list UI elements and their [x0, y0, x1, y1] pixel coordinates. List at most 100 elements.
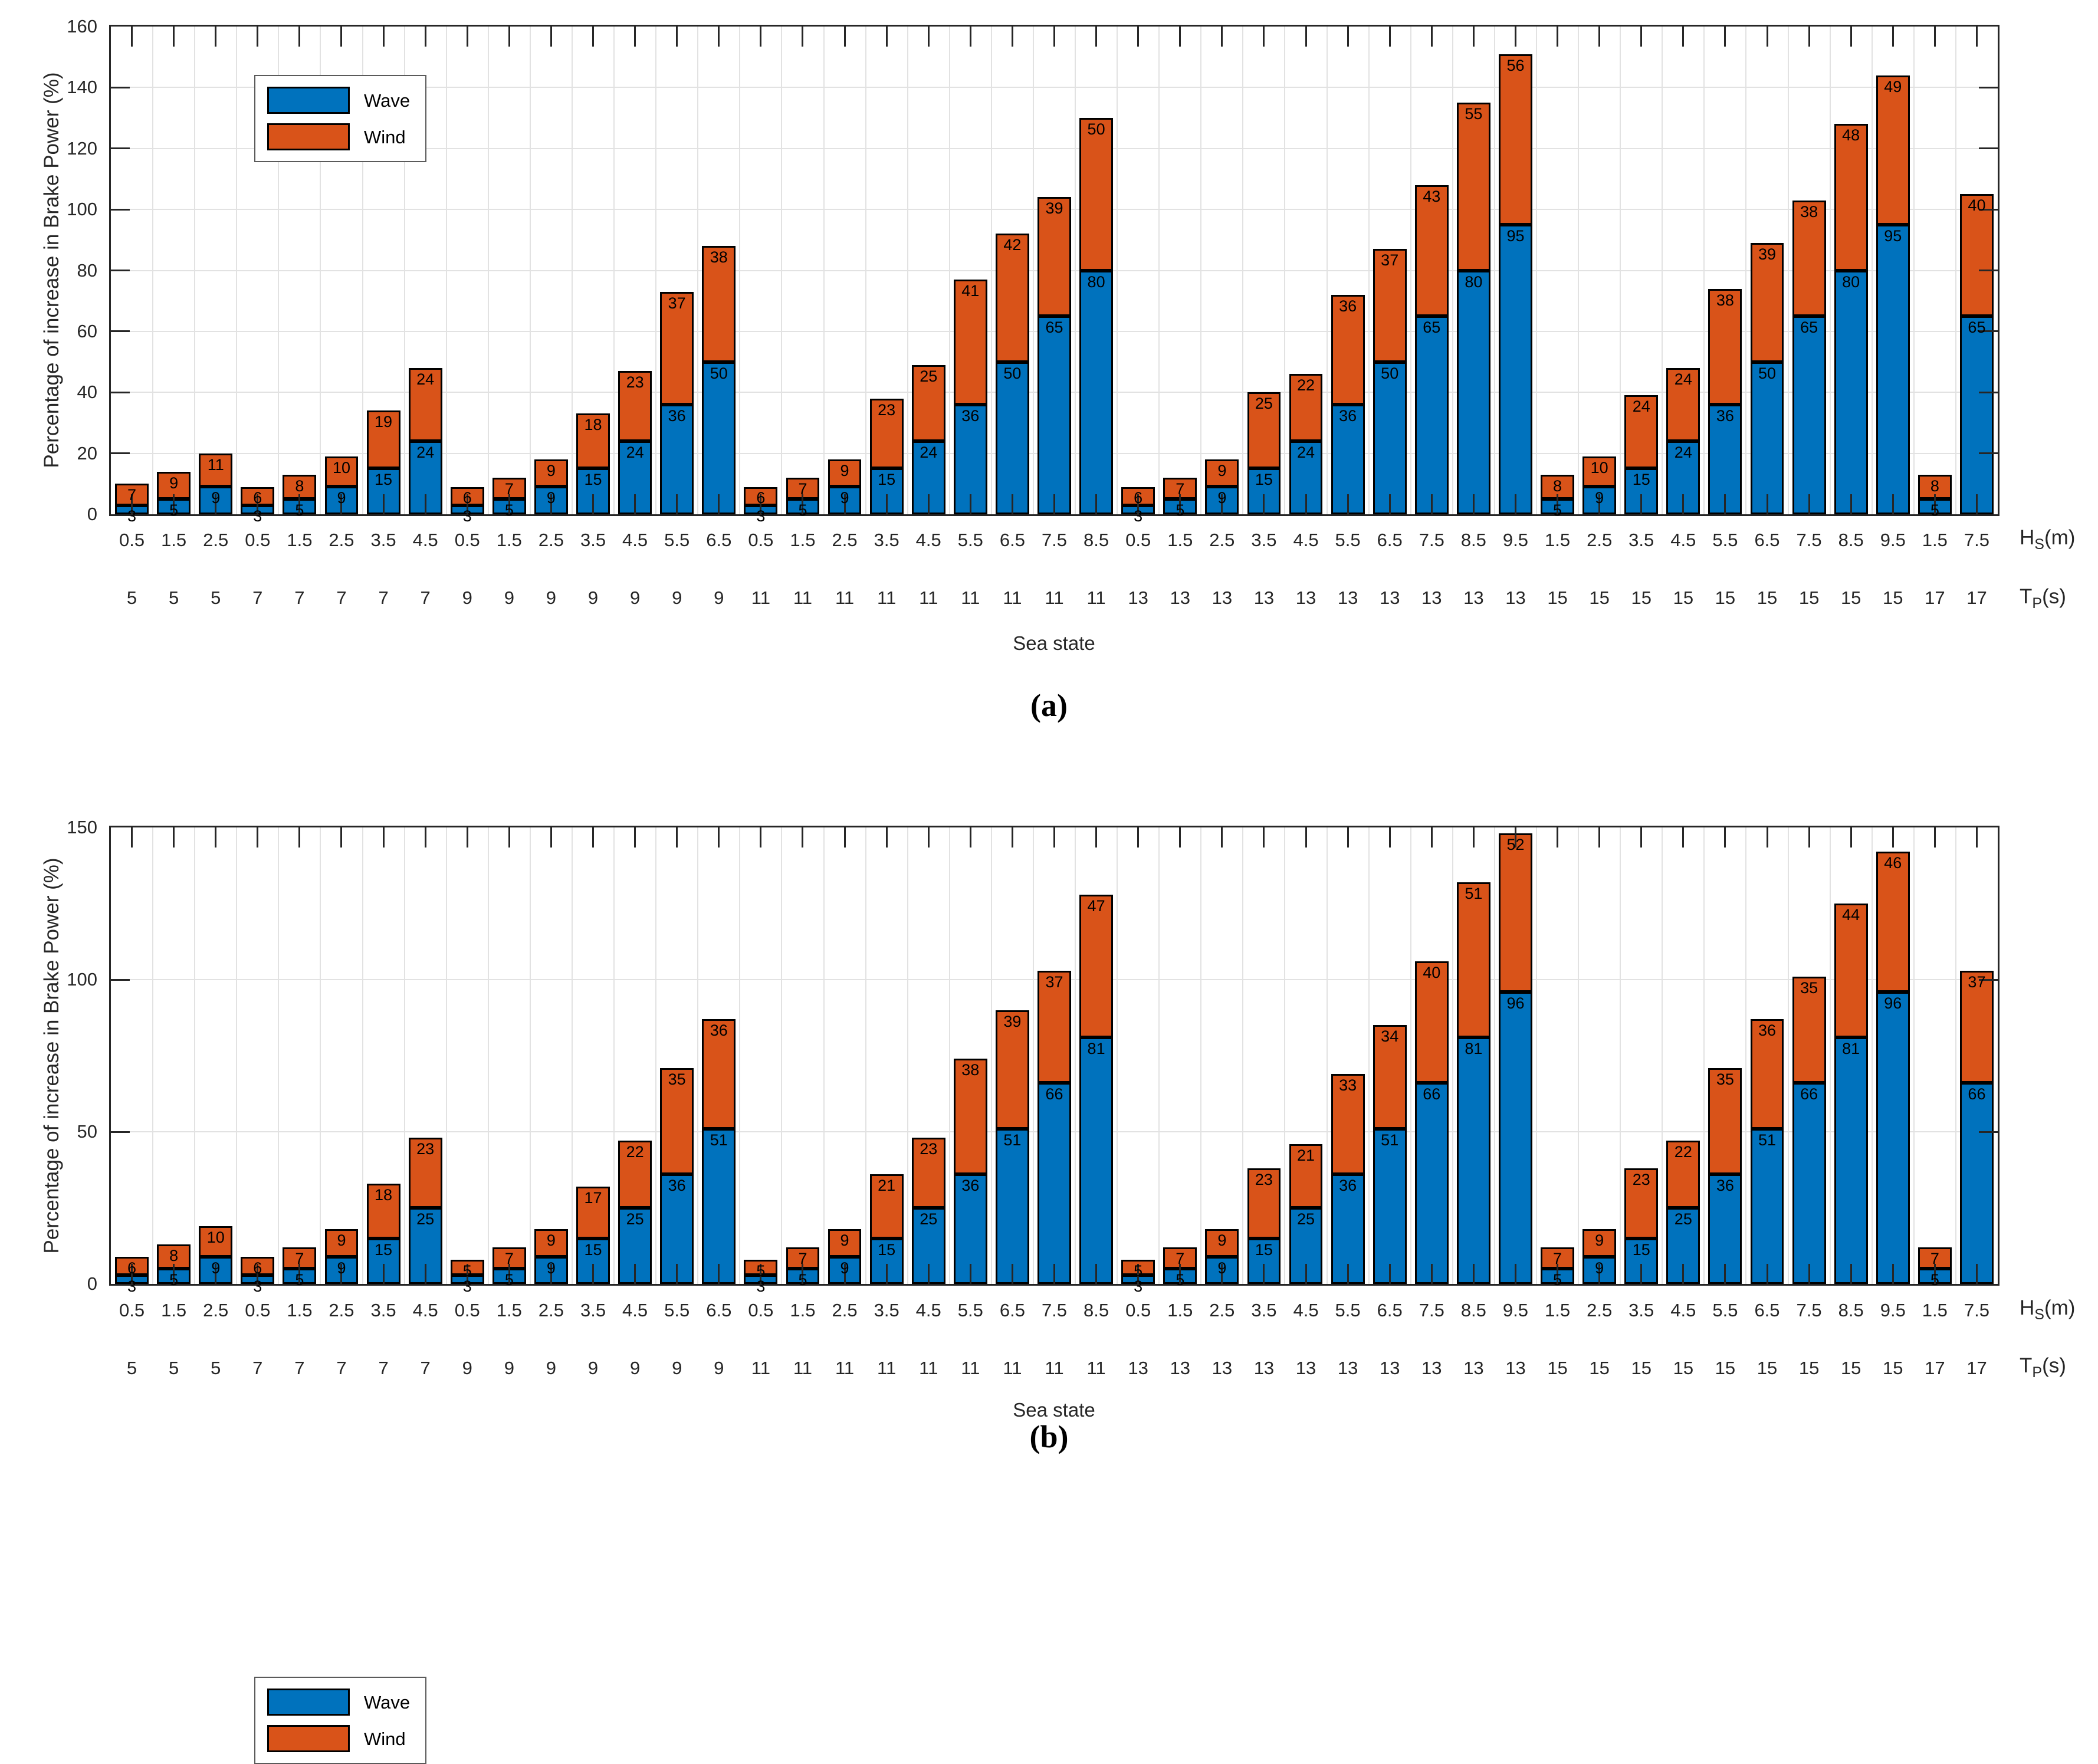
- wind-value-label: 22: [626, 1143, 644, 1161]
- x-tick-mark-top: [1557, 27, 1559, 47]
- x-tick-mark-bottom: [131, 1264, 133, 1284]
- tp-tick-label: 5: [169, 1358, 179, 1378]
- bar-segment-wave: [1037, 1083, 1071, 1284]
- tp-tick-label: 15: [1715, 1358, 1736, 1378]
- bar-segment-wind: [1792, 976, 1826, 1083]
- y-tick-label: 0: [87, 504, 97, 524]
- tp-tick-label: 15: [1798, 1358, 1820, 1378]
- wave-value-label: 15: [584, 1240, 602, 1259]
- x-tick-mark-bottom: [885, 1264, 888, 1284]
- hs-tick-label: 4.5: [1293, 1300, 1319, 1320]
- y-tick-label: 50: [77, 1121, 97, 1142]
- hs-tick-label: 5.5: [957, 1300, 983, 1320]
- x-tick-mark-bottom: [969, 494, 971, 514]
- x-tick-mark-bottom: [1557, 1264, 1559, 1284]
- tp-tick-label: 15: [1840, 1358, 1861, 1378]
- bar-segment-wind: [953, 1059, 987, 1175]
- x-tick-mark-bottom: [1430, 1264, 1433, 1284]
- vertical-gridline: [362, 27, 363, 514]
- wave-value-label: 9: [1595, 1259, 1604, 1277]
- vertical-gridline: [403, 27, 405, 514]
- x-tick-mark-bottom: [1975, 1264, 1978, 1284]
- vertical-gridline: [403, 827, 405, 1284]
- tp-tick-label: 11: [1045, 1358, 1064, 1378]
- x-tick-mark-bottom: [508, 1264, 510, 1284]
- x-tick-mark-top: [760, 827, 762, 847]
- vertical-gridline: [278, 827, 280, 1284]
- x-tick-mark-top: [1808, 27, 1810, 47]
- x-tick-mark-bottom: [1137, 494, 1140, 514]
- x-tick-mark-bottom: [424, 494, 426, 514]
- vertical-gridline: [1871, 27, 1873, 514]
- tp-tick-label: 11: [751, 587, 770, 608]
- x-tick-mark-top: [1347, 27, 1349, 47]
- vertical-gridline: [1200, 27, 1202, 514]
- wind-value-label: 34: [1381, 1027, 1399, 1046]
- legend-label: Wind: [364, 126, 406, 147]
- x-tick-mark-bottom: [718, 494, 720, 514]
- wave-value-label: 5: [798, 1271, 807, 1289]
- vertical-gridline: [1578, 27, 1580, 514]
- tp-tick-label: 9: [462, 587, 472, 608]
- tp-tick-label: 13: [1379, 1358, 1400, 1378]
- x-tick-mark-bottom: [1598, 1264, 1601, 1284]
- y-tick-label: 100: [67, 199, 97, 220]
- x-tick-mark-bottom: [1514, 1264, 1516, 1284]
- wind-value-label: 22: [1674, 1143, 1692, 1161]
- tp-tick-label: 15: [1673, 1358, 1694, 1378]
- x-tick-mark-bottom: [1808, 1264, 1810, 1284]
- x-tick-mark-bottom: [1892, 1264, 1894, 1284]
- x-tick-mark-bottom: [382, 494, 385, 514]
- tp-tick-label: 15: [1547, 1358, 1568, 1378]
- tp-tick-label: 15: [1631, 1358, 1652, 1378]
- wave-value-label: 81: [1087, 1040, 1105, 1058]
- vertical-gridline: [1242, 27, 1244, 514]
- x-tick-mark-bottom: [592, 494, 595, 514]
- vertical-gridline: [1662, 27, 1663, 514]
- wind-value-label: 8: [295, 477, 304, 495]
- tp-tick-label: 9: [714, 1358, 724, 1378]
- x-tick-mark-bottom: [215, 1264, 217, 1284]
- x-tick-mark-top: [718, 27, 720, 47]
- bar-segment-wave: [1079, 270, 1113, 514]
- bar-segment-wind: [1834, 124, 1868, 271]
- x-tick-mark-top: [1933, 827, 1936, 847]
- vertical-gridline: [739, 27, 741, 514]
- wind-value-label: 25: [920, 367, 938, 385]
- wind-value-label: 7: [1176, 479, 1185, 498]
- x-tick-mark-top: [215, 827, 217, 847]
- wind-value-label: 33: [1339, 1076, 1357, 1094]
- vertical-gridline: [1075, 827, 1076, 1284]
- x-tick-mark-top: [1472, 827, 1475, 847]
- x-tick-mark-top: [257, 27, 259, 47]
- vertical-gridline: [152, 827, 154, 1284]
- bar-segment-wave: [1834, 270, 1868, 514]
- hs-tick-label: 5.5: [664, 530, 690, 550]
- wind-value-label: 23: [626, 373, 644, 392]
- hs-tick-label: 5.5: [664, 1300, 690, 1320]
- bar-segment-wind: [576, 1186, 610, 1239]
- y-tick-mark-right: [1979, 270, 1998, 271]
- hs-tick-label: 7.5: [1796, 530, 1822, 550]
- x-tick-mark-top: [760, 27, 762, 47]
- x-tick-mark-top: [1975, 827, 1978, 847]
- x-tick-mark-bottom: [1095, 1264, 1098, 1284]
- y-tick-mark-right: [1979, 452, 1998, 455]
- vertical-gridline: [445, 27, 447, 514]
- hs-tick-label: 7.5: [1041, 530, 1068, 550]
- tp-tick-label: 9: [629, 1358, 641, 1378]
- tp-tick-label: 11: [919, 587, 938, 608]
- x-tick-mark-top: [1724, 827, 1726, 847]
- x-tick-mark-top: [1892, 827, 1894, 847]
- bar-segment-wind: [1331, 294, 1365, 405]
- x-tick-mark-top: [298, 827, 301, 847]
- x-tick-mark-bottom: [1640, 494, 1643, 514]
- x-tick-mark-top: [1263, 827, 1265, 847]
- wind-value-label: 23: [920, 1140, 938, 1158]
- bar-segment-wind: [911, 1138, 945, 1208]
- vertical-gridline: [445, 827, 447, 1284]
- x-tick-mark-top: [1137, 27, 1140, 47]
- legend-label: Wind: [364, 1728, 406, 1749]
- hs-tick-label: 2.5: [538, 530, 564, 550]
- bar-segment-wave: [1414, 1083, 1449, 1284]
